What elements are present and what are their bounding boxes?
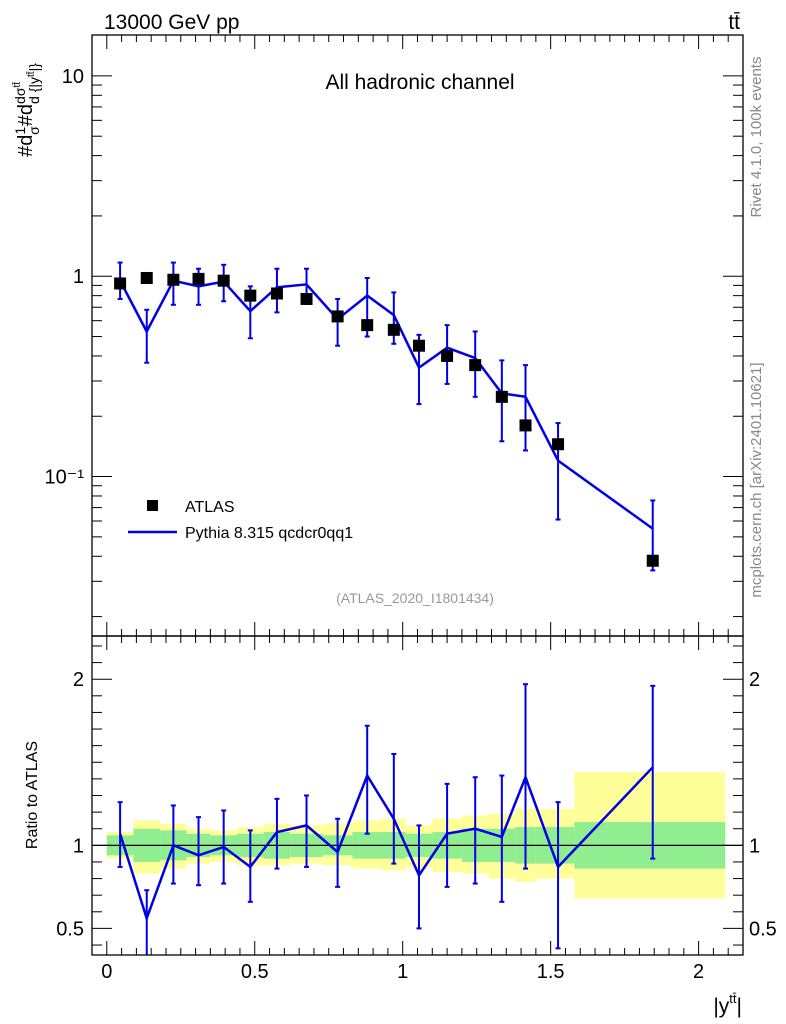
data-marker [646, 554, 659, 567]
mcplots-info-label: mcplots.cern.ch [arXiv:2401.10621] [748, 362, 765, 597]
x-axis-label: |ytt̄| [713, 991, 742, 1018]
main-y-tick-label: 1 [73, 266, 84, 288]
ratio-y-tick-label-left: 2 [73, 669, 84, 691]
energy-label: 13000 GeV pp [104, 11, 239, 34]
ratio-y-tick-labels: 0.5 0.5 1 1 2 2 [56, 669, 777, 940]
legend-atlas-marker [147, 500, 158, 511]
process-label: tt̄ [728, 11, 740, 34]
legend-atlas-label: ATLAS [185, 499, 235, 516]
data-marker [412, 339, 425, 352]
mc-line [118, 279, 654, 530]
data-marker [244, 289, 257, 302]
main-y-tick-label: 10⁻¹ [45, 467, 85, 489]
data-markers [114, 271, 659, 567]
analysis-id-label: (ATLAS_2020_I1801434) [336, 590, 494, 606]
data-marker [387, 323, 400, 336]
ratio-y-axis-label: Ratio to ATLAS [24, 741, 41, 849]
ratio-y-tick-label-right: 1 [749, 835, 760, 857]
ratio-line-group [118, 766, 654, 923]
main-y-tick-label: 10 [62, 66, 84, 88]
data-marker [519, 419, 532, 432]
x-tick-label: 2 [693, 961, 704, 983]
x-tick-label: 1 [397, 961, 408, 983]
main-y-tick-labels: 10⁻¹ 1 10 [45, 66, 85, 489]
ratio-line [118, 766, 654, 923]
data-marker [441, 349, 454, 362]
x-tick-labels: 0 0.5 1 1.5 2 [101, 961, 704, 983]
uncertainty-bands [106, 772, 726, 899]
ratio-axis-ticks [92, 636, 743, 955]
data-marker [167, 273, 180, 286]
main-panel: 10⁻¹ 1 10 All hadronic channel (ATLAS_2020… [11, 34, 744, 637]
ratio-y-tick-label-left: 0.5 [56, 918, 84, 940]
main-y-axis-label: #d1σ#ddσtt̄ d {|ytt̄|} [11, 63, 42, 157]
data-marker [300, 292, 313, 305]
data-marker [192, 272, 205, 285]
x-tick-label: 1.5 [537, 961, 565, 983]
data-marker [217, 274, 230, 287]
rivet-info-label: Rivet 4.1.0, 100k events [748, 57, 765, 218]
ratio-y-tick-label-left: 1 [73, 835, 84, 857]
x-tick-label: 0.5 [241, 961, 269, 983]
data-marker [331, 310, 344, 323]
data-marker [140, 271, 153, 284]
data-marker [270, 287, 283, 300]
data-marker [552, 438, 565, 451]
channel-title: All hadronic channel [325, 71, 514, 94]
data-marker [495, 390, 508, 403]
data-marker [361, 319, 374, 332]
x-tick-label: 0 [101, 961, 112, 983]
legend-mc-label: Pythia 8.315 qcdcr0qq1 [185, 525, 353, 542]
legend: ATLAS Pythia 8.315 qcdcr0qq1 [128, 499, 353, 542]
mc-line-group [118, 279, 654, 530]
data-marker [469, 359, 482, 372]
ratio-y-tick-label-right: 2 [749, 669, 760, 691]
data-marker [114, 277, 127, 290]
main-axis-ticks [92, 35, 743, 636]
ratio-panel: 0.5 0.5 1 1 2 2 0 0.5 1 1.5 2 Ratio to ATLAS |ytt… [24, 635, 777, 1018]
ratio-y-tick-label-right: 0.5 [749, 918, 777, 940]
